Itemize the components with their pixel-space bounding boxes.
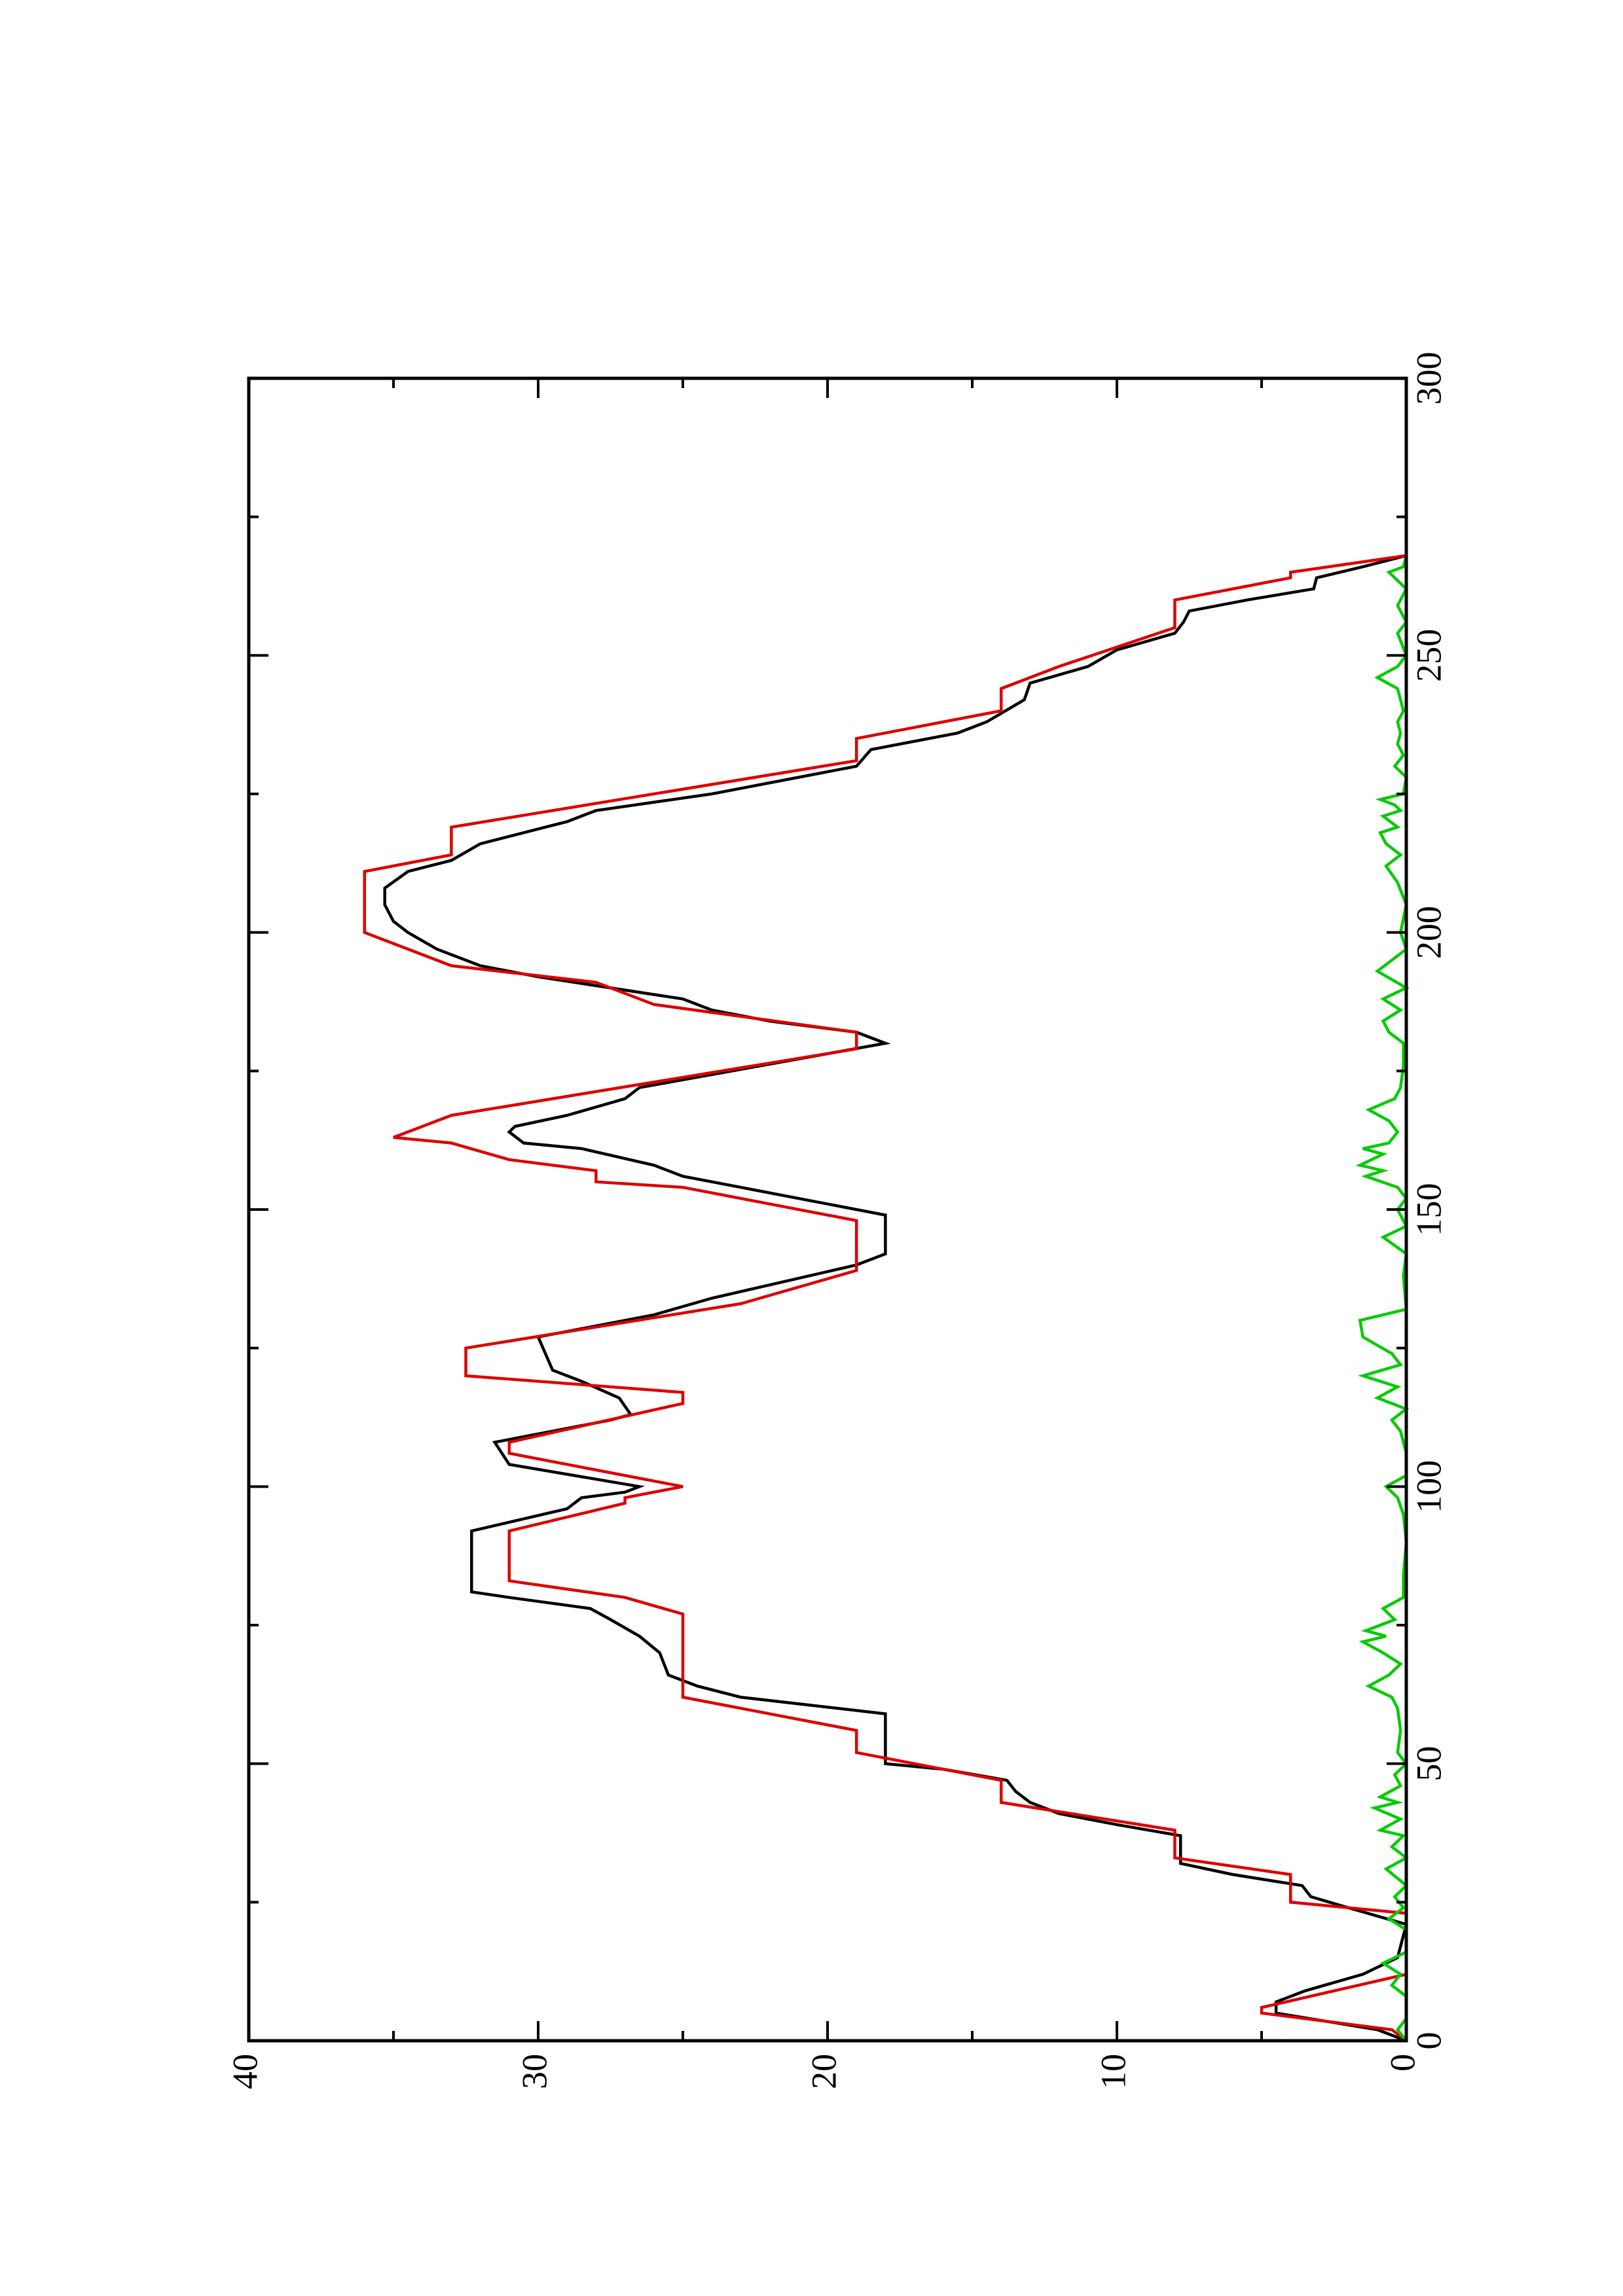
series-green-line <box>1355 555 1410 2042</box>
x-tick-label: 250 <box>1409 629 1448 682</box>
y-tick-label: 30 <box>515 2054 554 2089</box>
x-tick-label: 50 <box>1409 1746 1448 1782</box>
label-layer: 0 50 100 150 200 250 300 0 10 20 30 40 <box>225 352 1448 2090</box>
x-tick-label: 0 <box>1409 2032 1448 2050</box>
series-red-line <box>363 554 1408 2042</box>
plot-frame <box>247 376 1408 2043</box>
tick-layer <box>247 377 1408 2042</box>
y-tick-label: 0 <box>1383 2054 1422 2072</box>
y-tick-label: 20 <box>804 2054 843 2089</box>
y-tick-label: 10 <box>1093 2054 1133 2089</box>
y-tick-label: 40 <box>225 2054 264 2089</box>
series-black-line <box>383 554 1408 2043</box>
x-tick-label: 300 <box>1409 352 1448 405</box>
series-layer <box>363 554 1410 2043</box>
x-tick-label: 150 <box>1409 1183 1448 1236</box>
x-tick-label: 200 <box>1409 906 1448 959</box>
x-tick-label: 100 <box>1409 1460 1448 1513</box>
